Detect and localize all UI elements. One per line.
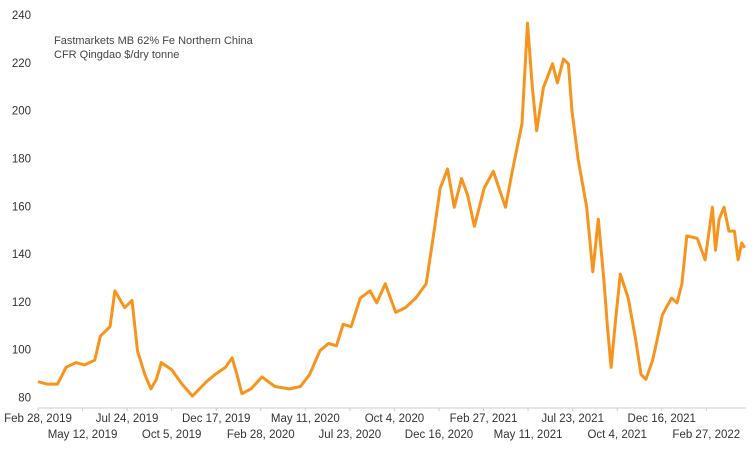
y-tick-label: 140 [12, 249, 31, 261]
x-tick-label: May 11, 2020 [271, 413, 340, 425]
y-tick-label: 100 [12, 345, 31, 357]
y-tick-label: 160 [12, 201, 31, 213]
y-tick-label: 240 [12, 10, 31, 22]
x-tick-label: Dec 16, 2020 [405, 429, 473, 441]
chart-subtitle: CFR Qingdao $/dry tonne [54, 49, 179, 61]
x-tick-label: Feb 28, 2019 [4, 413, 72, 425]
y-tick-label: 220 [12, 58, 31, 70]
x-tick-label: Dec 16, 2021 [628, 413, 696, 425]
x-tick-label: Feb 27, 2022 [672, 429, 740, 441]
x-tick-label: Feb 27, 2021 [450, 413, 518, 425]
x-tick-label: May 11, 2021 [494, 429, 563, 441]
x-tick-label: Feb 28, 2020 [227, 429, 295, 441]
y-tick-label: 180 [12, 153, 31, 165]
series-line [37, 21, 747, 398]
y-tick-label: 120 [12, 297, 31, 309]
chart-title: Fastmarkets MB 62% Fe Northern China [54, 35, 254, 47]
y-tick-label: 200 [12, 106, 31, 118]
x-tick-label: Oct 4, 2020 [365, 413, 424, 425]
x-tick-label: Jul 23, 2021 [541, 413, 604, 425]
x-tick-label: Jul 24, 2019 [96, 413, 159, 425]
x-tick-label: Oct 4, 2021 [587, 429, 646, 441]
x-tick-label: Jul 23, 2020 [319, 429, 382, 441]
x-tick-label: May 12, 2019 [48, 429, 118, 441]
x-tick-label: Oct 5, 2019 [142, 429, 201, 441]
x-tick-label: Dec 17, 2019 [182, 413, 250, 425]
y-tick-label: 80 [18, 392, 31, 404]
